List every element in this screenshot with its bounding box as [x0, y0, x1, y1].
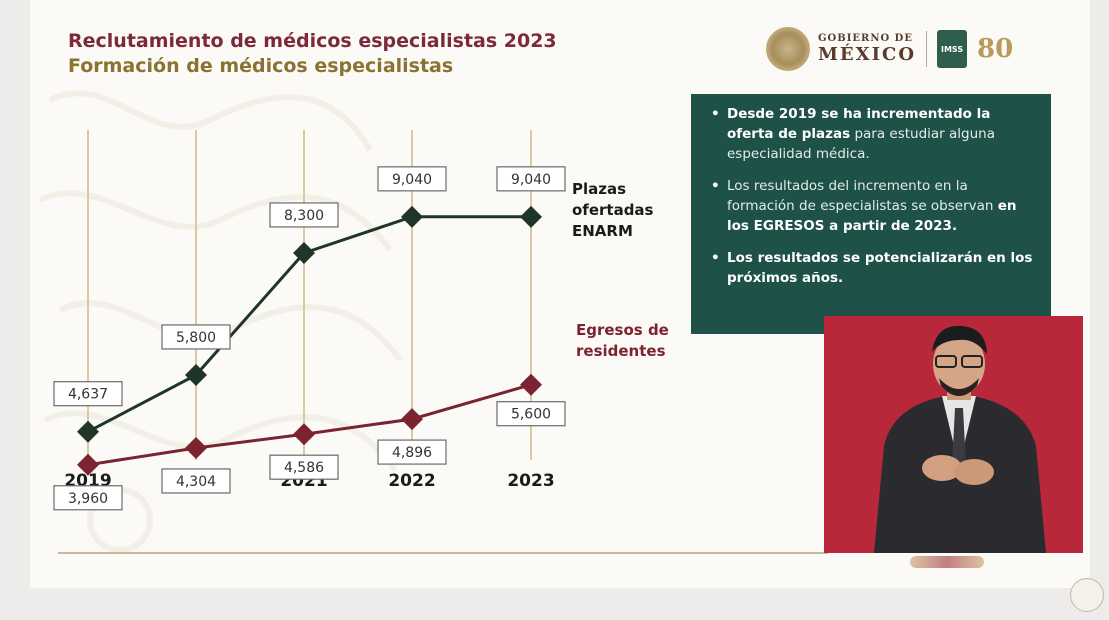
data-label-box: [53, 381, 123, 407]
gobierno-logo: GOBIERNO DE MÉXICO: [818, 33, 917, 65]
data-label: 4,586: [284, 460, 324, 476]
data-label: 4,304: [176, 474, 216, 490]
data-label-box: [161, 468, 231, 494]
page-title: Reclutamiento de médicos especialistas 2…: [68, 30, 557, 52]
data-label: 9,040: [392, 172, 432, 188]
data-label: 9,040: [511, 172, 551, 188]
data-point: [185, 436, 207, 459]
data-point: [401, 408, 423, 431]
title-block: Reclutamiento de médicos especialistas 2…: [68, 28, 557, 78]
info-bullet-3: Los resultados se potencializarán en los…: [711, 248, 1037, 288]
data-label-box: [53, 485, 123, 511]
data-label-box: [269, 454, 339, 480]
data-point: [520, 205, 542, 228]
data-point: [401, 205, 423, 228]
data-label-box: [377, 166, 447, 192]
data-label: 3,960: [68, 491, 108, 507]
info-panel: Desde 2019 se ha incrementado la oferta …: [691, 94, 1051, 334]
data-label-box: [377, 439, 447, 465]
national-seal-icon: [766, 27, 810, 71]
data-label: 5,600: [511, 407, 551, 423]
data-label: 8,300: [284, 208, 324, 224]
x-tick-label: 2022: [388, 471, 435, 491]
header-logos: GOBIERNO DE MÉXICO IMSS 80: [766, 26, 1013, 72]
interpreter-figure: [874, 325, 1046, 553]
data-label-box: [161, 324, 231, 350]
footer-logo: [910, 556, 984, 568]
data-label: 5,800: [176, 330, 216, 346]
page-subtitle: Formación de médicos especialistas: [68, 55, 454, 77]
data-label-box: [269, 202, 339, 228]
data-label-box: [496, 166, 566, 192]
data-point: [185, 363, 207, 386]
line-chart: 201920202021202220234,6375,8008,3009,040…: [53, 130, 669, 511]
data-label-box: [496, 401, 566, 427]
anniversary-logo: 80: [977, 34, 1014, 64]
data-label: 4,896: [392, 445, 432, 461]
sign-language-interpreter-video: [824, 316, 1083, 553]
info-bullet-1: Desde 2019 se ha incrementado la oferta …: [711, 104, 1037, 164]
corner-seal-icon: [1070, 578, 1104, 612]
data-point: [293, 241, 315, 264]
imss-logo: IMSS: [937, 30, 968, 68]
series-name-egresos: Egresos de: [576, 321, 669, 339]
series-name-plazas: ofertadas: [572, 201, 654, 219]
x-tick-label: 2023: [507, 471, 554, 491]
data-point: [293, 423, 315, 446]
logo-divider: [926, 31, 928, 67]
series-name-egresos: residentes: [576, 342, 666, 360]
series-name-plazas: Plazas: [572, 180, 626, 198]
data-point: [520, 373, 542, 396]
series-name-plazas: ENARM: [572, 222, 633, 240]
footer-line: [58, 552, 828, 554]
data-point: [77, 420, 99, 443]
data-label: 4,637: [68, 387, 108, 403]
info-bullet-2: Los resultados del incremento en la form…: [711, 176, 1037, 236]
data-point: [77, 453, 99, 476]
